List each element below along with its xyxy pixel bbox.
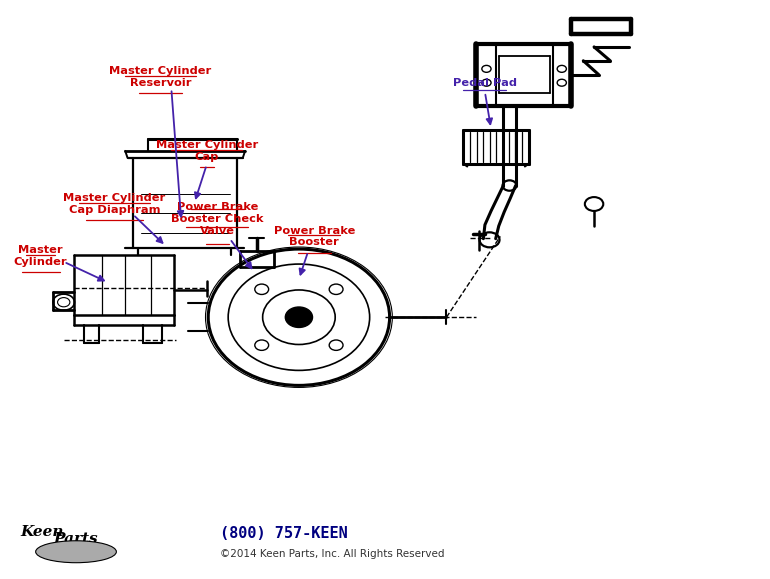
Text: (800) 757-KEEN: (800) 757-KEEN bbox=[219, 526, 347, 541]
Ellipse shape bbox=[35, 541, 116, 563]
Text: Master Cylinder
Cap Diaphram: Master Cylinder Cap Diaphram bbox=[63, 193, 166, 215]
Circle shape bbox=[286, 307, 313, 328]
Text: Parts: Parts bbox=[53, 532, 98, 546]
Text: Power Brake
Booster: Power Brake Booster bbox=[273, 226, 355, 247]
Text: Master Cylinder
Cap: Master Cylinder Cap bbox=[156, 140, 258, 162]
Text: Master Cylinder
Reservoir: Master Cylinder Reservoir bbox=[109, 66, 212, 88]
Text: Pedal Pad: Pedal Pad bbox=[453, 78, 517, 87]
Text: ©2014 Keen Parts, Inc. All Rights Reserved: ©2014 Keen Parts, Inc. All Rights Reserv… bbox=[219, 549, 444, 559]
Text: Master
Cylinder: Master Cylinder bbox=[14, 245, 68, 267]
Text: Keen: Keen bbox=[20, 525, 63, 539]
Text: Power Brake
Booster Check
Valve: Power Brake Booster Check Valve bbox=[171, 203, 263, 236]
